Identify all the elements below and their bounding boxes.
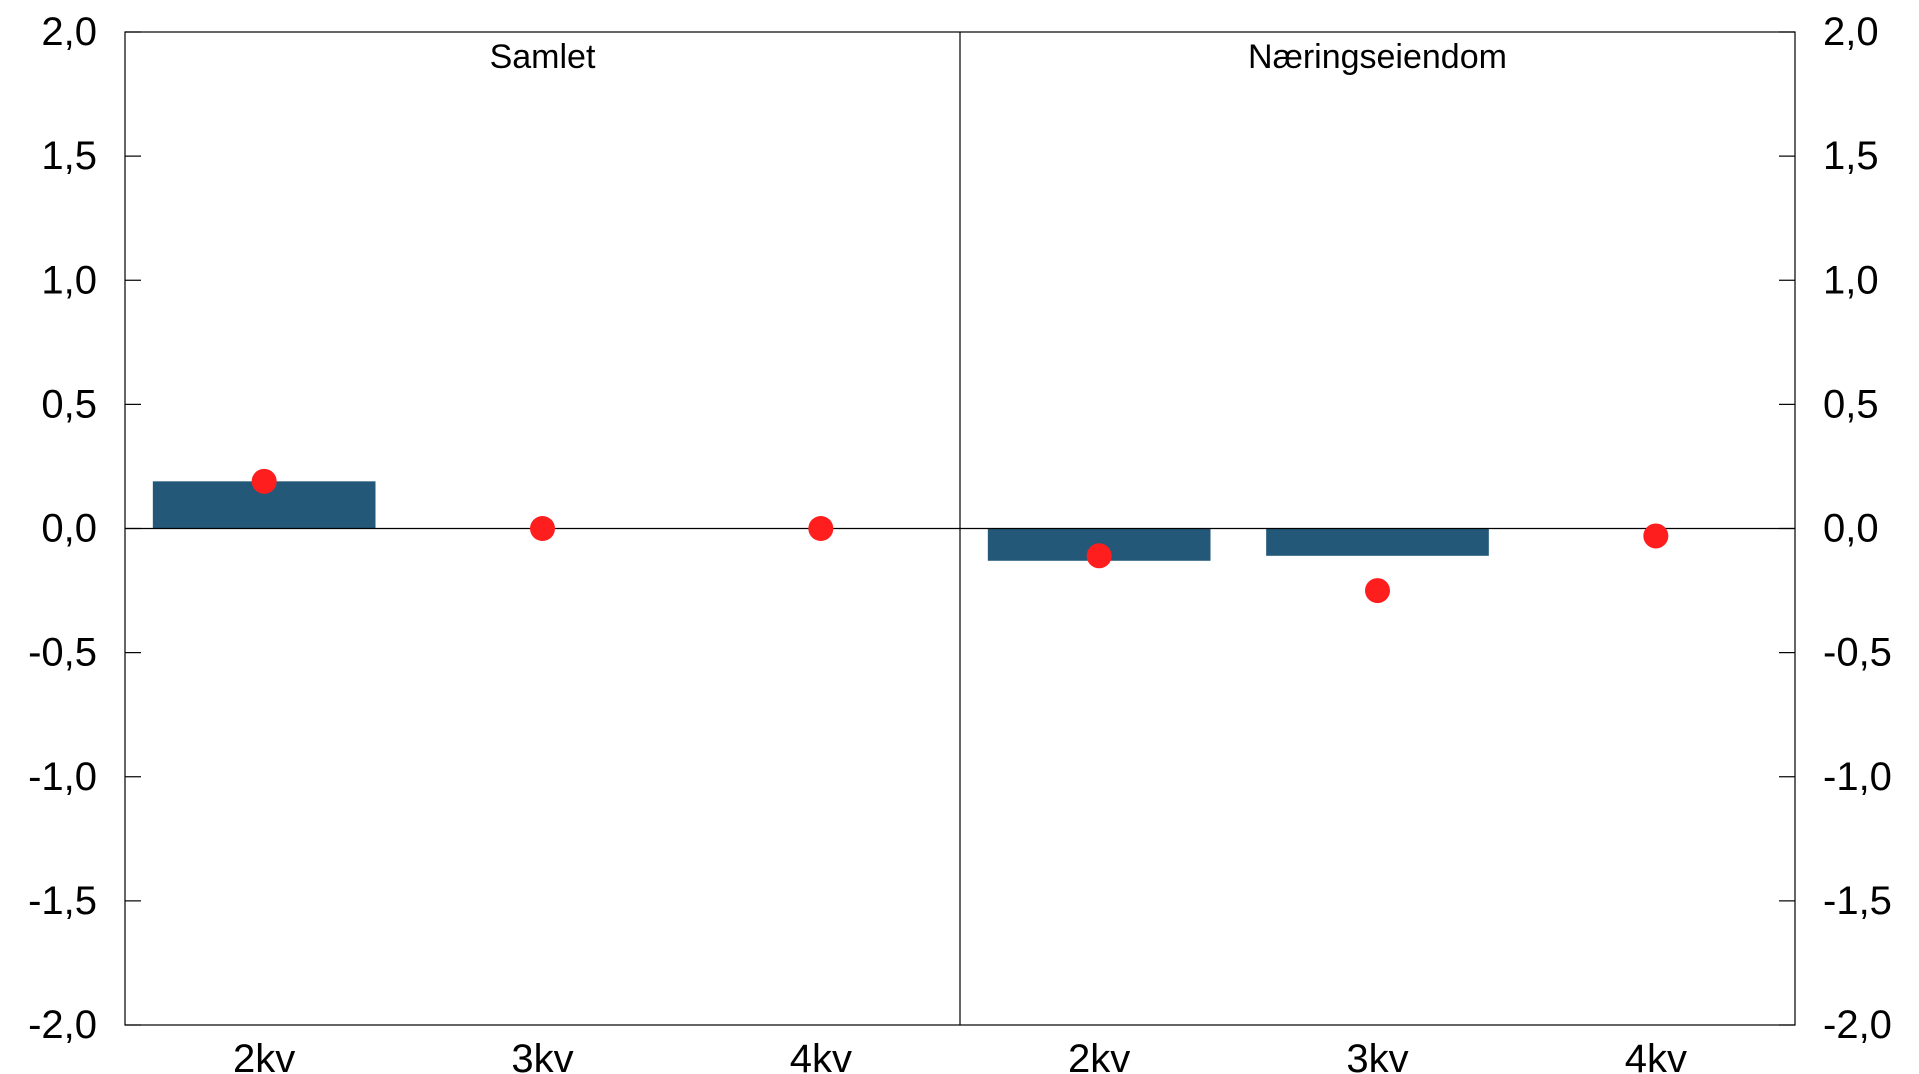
y-tick-label-left: -0,5 <box>28 631 97 675</box>
y-tick-label-left: 0,0 <box>41 507 97 551</box>
y-tick-label-left: -1,0 <box>28 755 97 799</box>
x-tick-label: 4kv <box>1625 1037 1687 1074</box>
y-tick-label-right: -2,0 <box>1823 1003 1892 1047</box>
x-tick-label: 4kv <box>790 1037 852 1074</box>
dot-marker <box>808 516 834 541</box>
y-tick-label-left: 1,0 <box>41 258 97 302</box>
y-tick-label-left: -2,0 <box>28 1003 97 1047</box>
y-tick-label-right: -1,5 <box>1823 879 1892 923</box>
y-tick-label-right: -0,5 <box>1823 631 1892 675</box>
y-tick-label-left: 0,5 <box>41 382 97 426</box>
dot-marker <box>1643 523 1669 549</box>
labels-layer: -2,0 -2,0 -1,5 -1,5 -1,0 -1,0 -0,5 -0,5 0,0 0,0 0,… <box>28 10 1892 1074</box>
y-tick-label-left: -1,5 <box>28 879 97 923</box>
y-tick-label-right: 0,5 <box>1823 382 1879 426</box>
y-tick-label-right: 2,0 <box>1823 10 1879 54</box>
dot-marker <box>1086 543 1112 569</box>
y-tick-label-right: 0,0 <box>1823 507 1879 551</box>
dots-layer <box>251 468 1669 604</box>
y-tick-label-right: -1,0 <box>1823 755 1892 799</box>
x-tick-label: 3kv <box>511 1037 573 1074</box>
dot-marker <box>530 516 555 541</box>
y-tick-label-left: 2,0 <box>41 10 97 54</box>
x-tick-label: 2kv <box>1068 1037 1130 1074</box>
x-tick-label: 3kv <box>1346 1037 1408 1074</box>
x-tick-label: 2kv <box>233 1037 295 1074</box>
panel-title: Næringseiendom <box>1248 38 1507 76</box>
dot-marker <box>251 468 277 494</box>
dot-marker <box>1365 578 1390 604</box>
bar <box>1266 528 1489 556</box>
y-tick-label-right: 1,0 <box>1823 258 1879 302</box>
y-tick-label-left: 1,5 <box>41 134 97 178</box>
y-tick-label-right: 1,5 <box>1823 134 1879 178</box>
panel-title: Samlet <box>490 38 596 76</box>
